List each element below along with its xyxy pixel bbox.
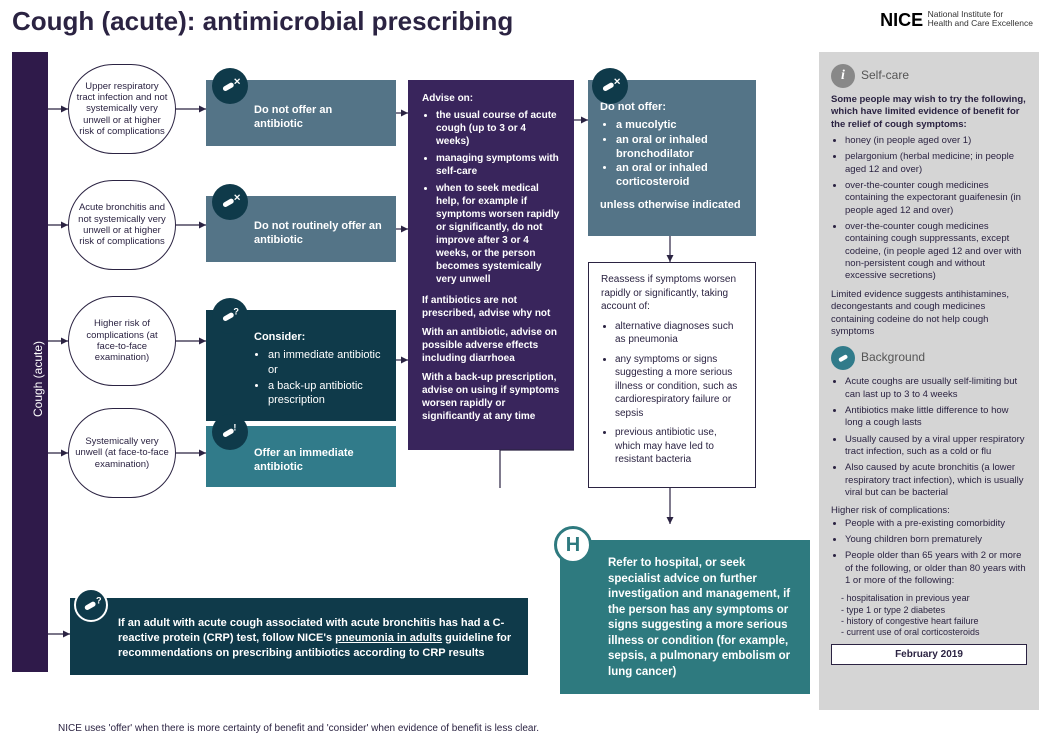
- selfcare-list: honey (in people aged over 1)pelargonium…: [831, 135, 1027, 283]
- nice-logo: NICE National Institute for Health and C…: [880, 10, 1033, 31]
- highrisk-heading: Higher risk of complications:: [831, 505, 1027, 517]
- pill-icon: !: [212, 414, 248, 450]
- svg-text:✕: ✕: [233, 192, 240, 202]
- highrisk-sublist: - hospitalisation in previous year- type…: [831, 593, 1027, 638]
- pill-question-icon: ?: [74, 588, 108, 622]
- advise-bullets: the usual course of acute cough (up to 3…: [422, 109, 560, 286]
- svg-text:✕: ✕: [233, 76, 240, 86]
- action-title: Do not offer an antibiotic: [254, 103, 384, 132]
- refer-to-hospital-panel: H Refer to hospital, or seek specialist …: [560, 540, 810, 694]
- pill-icon: [831, 346, 855, 370]
- reassess-bullets: alternative diagnoses such as pneumoniaa…: [601, 320, 743, 467]
- selfcare-note: Limited evidence suggests antihistamines…: [831, 289, 1027, 338]
- advise-panel: Advise on: the usual course of acute coug…: [408, 80, 574, 450]
- selfcare-title: Self-care: [861, 68, 909, 84]
- pill-icon: ✕: [212, 184, 248, 220]
- vertical-category-label: Cough (acute): [31, 341, 45, 417]
- info-sidebar: i Self-care Some people may wish to try th…: [819, 52, 1039, 710]
- hospital-badge-icon: H: [554, 526, 592, 564]
- reassess-panel: Reassess if symptoms worsen rapidly or s…: [588, 262, 756, 488]
- selfcare-intro: Some people may wish to try the followin…: [831, 94, 1027, 131]
- advise-heading: Advise on:: [422, 92, 560, 105]
- condition-bubble: Upper respiratory tract infection and no…: [68, 64, 176, 154]
- nice-logo-text: NICE: [880, 10, 923, 30]
- action-title: Do not routinely offer an antibiotic: [254, 219, 384, 248]
- page: Cough (acute): antimicrobial prescribing…: [0, 0, 1051, 740]
- page-title: Cough (acute): antimicrobial prescribing: [12, 6, 513, 37]
- svg-text:?: ?: [233, 306, 239, 316]
- highrisk-list: People with a pre-existing comorbidityYo…: [831, 518, 1027, 588]
- donotoffer-heading: Do not offer:: [600, 100, 744, 114]
- action-box: ?Consider:an immediate antibiotic ora ba…: [206, 310, 396, 421]
- pill-x-icon: ✕: [592, 68, 628, 104]
- nice-logo-subtitle: National Institute for Health and Care E…: [928, 10, 1033, 29]
- reassess-heading: Reassess if symptoms worsen rapidly or s…: [601, 273, 743, 314]
- action-title: Offer an immediate antibiotic: [254, 446, 384, 475]
- svg-text:?: ?: [96, 595, 101, 605]
- svg-text:!: !: [233, 422, 236, 432]
- background-list: Acute coughs are usually self-limiting b…: [831, 376, 1027, 499]
- condition-bubble: Higher risk of complications (at face-to…: [68, 296, 176, 386]
- donotoffer-tail: unless otherwise indicated: [600, 198, 744, 212]
- pneumonia-guideline-link[interactable]: pneumonia in adults: [335, 632, 442, 644]
- condition-bubble: Acute bronchitis and not systemically ve…: [68, 180, 176, 270]
- pill-icon: ✕: [212, 68, 248, 104]
- action-box: ✕Do not offer an antibiotic: [206, 80, 396, 146]
- action-bullets: an immediate antibiotic ora back-up anti…: [254, 348, 384, 409]
- condition-bubble: Systemically very unwell (at face-to-fac…: [68, 408, 176, 498]
- vertical-category-bar: Cough (acute): [12, 52, 48, 672]
- info-icon: i: [831, 64, 855, 88]
- do-not-offer-panel: ✕Do not offer:a mucolytican oral or inha…: [588, 80, 756, 236]
- donotoffer-bullets: a mucolytican oral or inhaled bronchodil…: [600, 118, 744, 189]
- refer-text: Refer to hospital, or seek specialist ad…: [608, 556, 796, 680]
- action-box: !Offer an immediate antibiotic: [206, 426, 396, 487]
- crp-guidance-panel: ? If an adult with acute cough associate…: [70, 598, 528, 675]
- background-title: Background: [861, 350, 925, 366]
- pill-icon: ?: [212, 298, 248, 334]
- svg-text:✕: ✕: [613, 76, 620, 86]
- publication-date: February 2019: [831, 644, 1027, 665]
- footnote: NICE uses 'offer' when there is more cer…: [58, 723, 539, 734]
- action-title: Consider:: [254, 330, 384, 344]
- action-box: ✕Do not routinely offer an antibiotic: [206, 196, 396, 262]
